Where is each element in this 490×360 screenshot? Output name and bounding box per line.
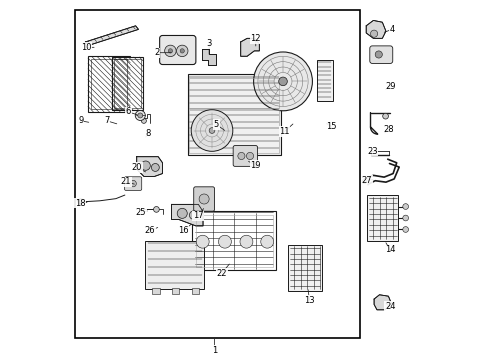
Text: 19: 19 (250, 161, 261, 170)
Text: 14: 14 (385, 246, 395, 255)
Circle shape (362, 179, 367, 184)
Bar (152, 288, 160, 294)
Circle shape (180, 49, 184, 53)
Bar (190, 110, 279, 153)
Bar (367, 195, 398, 241)
Polygon shape (85, 26, 139, 45)
Circle shape (209, 128, 215, 134)
Circle shape (375, 51, 382, 58)
Circle shape (190, 211, 198, 220)
Circle shape (219, 235, 231, 248)
Circle shape (199, 194, 209, 204)
Text: 13: 13 (304, 296, 315, 305)
Text: 22: 22 (217, 269, 227, 278)
Text: 15: 15 (326, 122, 336, 131)
FancyBboxPatch shape (160, 36, 196, 64)
Text: 21: 21 (121, 177, 131, 186)
Circle shape (135, 111, 146, 121)
Text: 4: 4 (390, 25, 394, 34)
Bar (192, 211, 276, 270)
Bar (196, 215, 272, 267)
Circle shape (196, 235, 209, 248)
Bar (88, 56, 130, 112)
Polygon shape (137, 157, 163, 176)
Bar (74, 10, 360, 338)
Text: 2: 2 (154, 48, 160, 57)
Circle shape (168, 49, 172, 53)
Text: 16: 16 (178, 226, 189, 235)
Circle shape (151, 163, 159, 171)
Circle shape (240, 235, 253, 248)
Circle shape (153, 207, 159, 212)
Text: 29: 29 (385, 82, 395, 91)
FancyBboxPatch shape (194, 187, 215, 211)
Bar (146, 241, 204, 289)
Text: 10: 10 (81, 43, 92, 52)
Circle shape (279, 77, 287, 86)
Circle shape (370, 30, 378, 37)
Bar (188, 74, 281, 155)
Text: 11: 11 (279, 127, 290, 136)
Circle shape (165, 45, 176, 57)
Bar (190, 78, 279, 108)
Bar (192, 288, 199, 294)
Text: 27: 27 (362, 176, 372, 185)
Text: 18: 18 (75, 199, 85, 208)
Circle shape (130, 180, 136, 187)
Bar (317, 60, 333, 101)
Text: 1: 1 (212, 346, 217, 355)
Polygon shape (172, 204, 203, 226)
Text: 6: 6 (126, 107, 131, 116)
Text: 24: 24 (385, 302, 395, 311)
Circle shape (246, 152, 254, 159)
Text: 23: 23 (367, 147, 378, 156)
Circle shape (403, 204, 409, 210)
Bar (172, 288, 179, 294)
Circle shape (261, 235, 274, 248)
Bar (288, 244, 322, 291)
Bar (112, 57, 143, 110)
Text: 26: 26 (145, 226, 155, 235)
Circle shape (141, 161, 150, 170)
Circle shape (141, 118, 147, 123)
Circle shape (238, 152, 245, 159)
Text: 5: 5 (214, 120, 219, 129)
Polygon shape (241, 39, 259, 56)
Bar (91, 59, 127, 109)
Text: 20: 20 (131, 163, 142, 172)
Polygon shape (374, 295, 392, 310)
Circle shape (191, 110, 233, 151)
Text: 7: 7 (104, 116, 110, 125)
Text: 8: 8 (146, 129, 151, 138)
Circle shape (403, 215, 409, 221)
Polygon shape (202, 49, 216, 65)
Polygon shape (366, 21, 386, 39)
Circle shape (177, 208, 187, 219)
Text: 28: 28 (383, 125, 394, 134)
FancyBboxPatch shape (124, 177, 142, 190)
Circle shape (254, 52, 313, 111)
Circle shape (78, 199, 84, 204)
Circle shape (383, 113, 389, 119)
Text: 17: 17 (193, 211, 204, 220)
Circle shape (176, 45, 188, 57)
Circle shape (138, 113, 143, 118)
Text: 9: 9 (78, 116, 83, 125)
Text: 12: 12 (250, 34, 261, 43)
Bar (114, 59, 141, 108)
FancyBboxPatch shape (370, 46, 393, 63)
Circle shape (403, 226, 409, 232)
Text: 3: 3 (206, 39, 212, 48)
Text: 25: 25 (136, 208, 146, 217)
FancyBboxPatch shape (233, 145, 258, 166)
